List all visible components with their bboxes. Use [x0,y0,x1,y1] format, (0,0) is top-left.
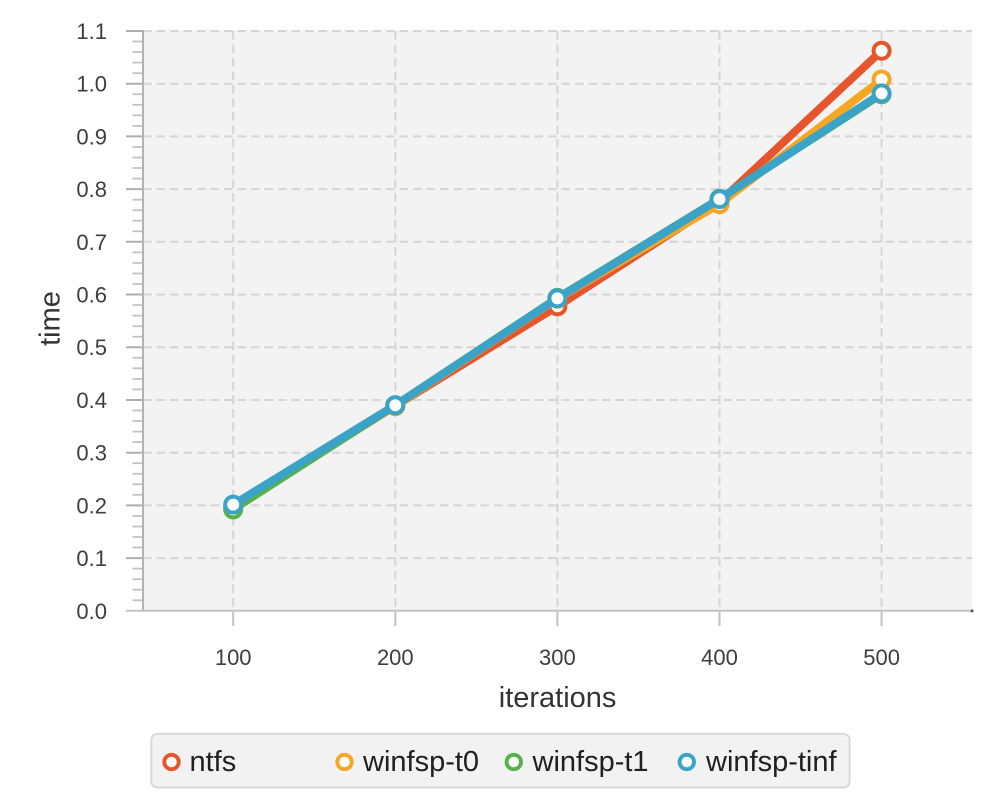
svg-text:winfsp-t1: winfsp-t1 [532,746,649,778]
svg-text:0.9: 0.9 [76,124,107,149]
svg-text:0.7: 0.7 [76,230,107,255]
svg-text:100: 100 [215,645,252,670]
svg-text:300: 300 [539,645,576,670]
svg-text:0.3: 0.3 [76,441,107,466]
svg-text:time: time [35,291,67,346]
svg-text:0.4: 0.4 [76,388,107,413]
svg-text:iterations: iterations [499,682,617,714]
svg-text:200: 200 [377,645,414,670]
svg-text:0.1: 0.1 [76,546,107,571]
svg-text:1.1: 1.1 [76,19,107,44]
svg-text:400: 400 [701,645,738,670]
svg-text:500: 500 [863,645,900,670]
svg-text:0.5: 0.5 [76,335,107,360]
svg-text:0.0: 0.0 [76,599,107,624]
svg-text:ntfs: ntfs [190,746,237,778]
svg-text:winfsp-tinf: winfsp-tinf [705,746,837,778]
svg-text:0.6: 0.6 [76,283,107,308]
svg-text:0.2: 0.2 [76,493,107,518]
svg-text:1.0: 1.0 [76,72,107,97]
svg-text:0.8: 0.8 [76,177,107,202]
svg-text:winfsp-t0: winfsp-t0 [362,746,479,778]
